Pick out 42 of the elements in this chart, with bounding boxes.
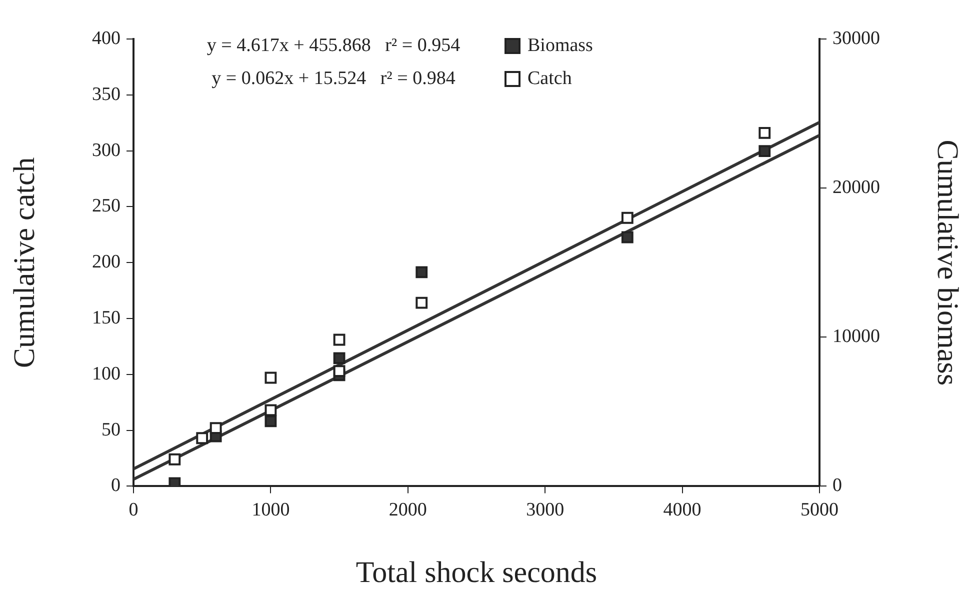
legend-label: Biomass <box>528 34 593 56</box>
point <box>264 404 277 416</box>
x-tick-label: 1000 <box>252 500 290 521</box>
x-tick-label: 0 <box>128 500 138 521</box>
point <box>621 212 634 224</box>
point <box>333 352 346 364</box>
point <box>168 453 181 466</box>
point <box>168 477 181 486</box>
y-tick-label: 350 <box>92 84 120 105</box>
annotation: y = 0.062x + 15.524 r² = 0.984 <box>212 68 456 89</box>
y-tick-label: 150 <box>92 307 120 328</box>
point <box>758 145 771 158</box>
y2-tick-label: 0 <box>832 475 842 496</box>
annotation: y = 4.617x + 455.868 r² = 0.954 <box>206 34 461 56</box>
x-axis-title: Total shock seconds <box>356 556 598 589</box>
point <box>333 334 346 346</box>
legend-label: Catch <box>528 68 572 89</box>
x-tick-label: 2000 <box>388 500 427 521</box>
point <box>416 266 428 278</box>
y2-tick-label: 10000 <box>832 326 880 348</box>
point <box>264 372 277 384</box>
y-tick-label: 400 <box>92 28 120 49</box>
point <box>416 296 428 309</box>
y-tick-label: 250 <box>92 196 120 217</box>
point <box>758 126 771 139</box>
y-tick-label: 100 <box>92 363 120 384</box>
x-tick-label: 3000 <box>526 500 564 521</box>
y-tick-label: 0 <box>111 475 120 496</box>
y2-tick-label: 30000 <box>832 28 880 49</box>
y2-axis-title: Cumulative biomass <box>931 140 964 386</box>
point <box>333 365 346 377</box>
y-axis-title: Cumulative catch <box>8 157 41 368</box>
y-tick-label: 50 <box>102 419 120 440</box>
x-tick-label: 4000 <box>663 500 702 521</box>
y-tick-label: 200 <box>92 252 120 273</box>
x-tick-label: 5000 <box>800 500 838 521</box>
y2-tick-label: 20000 <box>832 177 880 198</box>
point <box>196 432 208 444</box>
point <box>621 231 634 244</box>
point <box>210 422 222 434</box>
point <box>264 415 277 428</box>
y-tick-label: 300 <box>92 140 120 161</box>
